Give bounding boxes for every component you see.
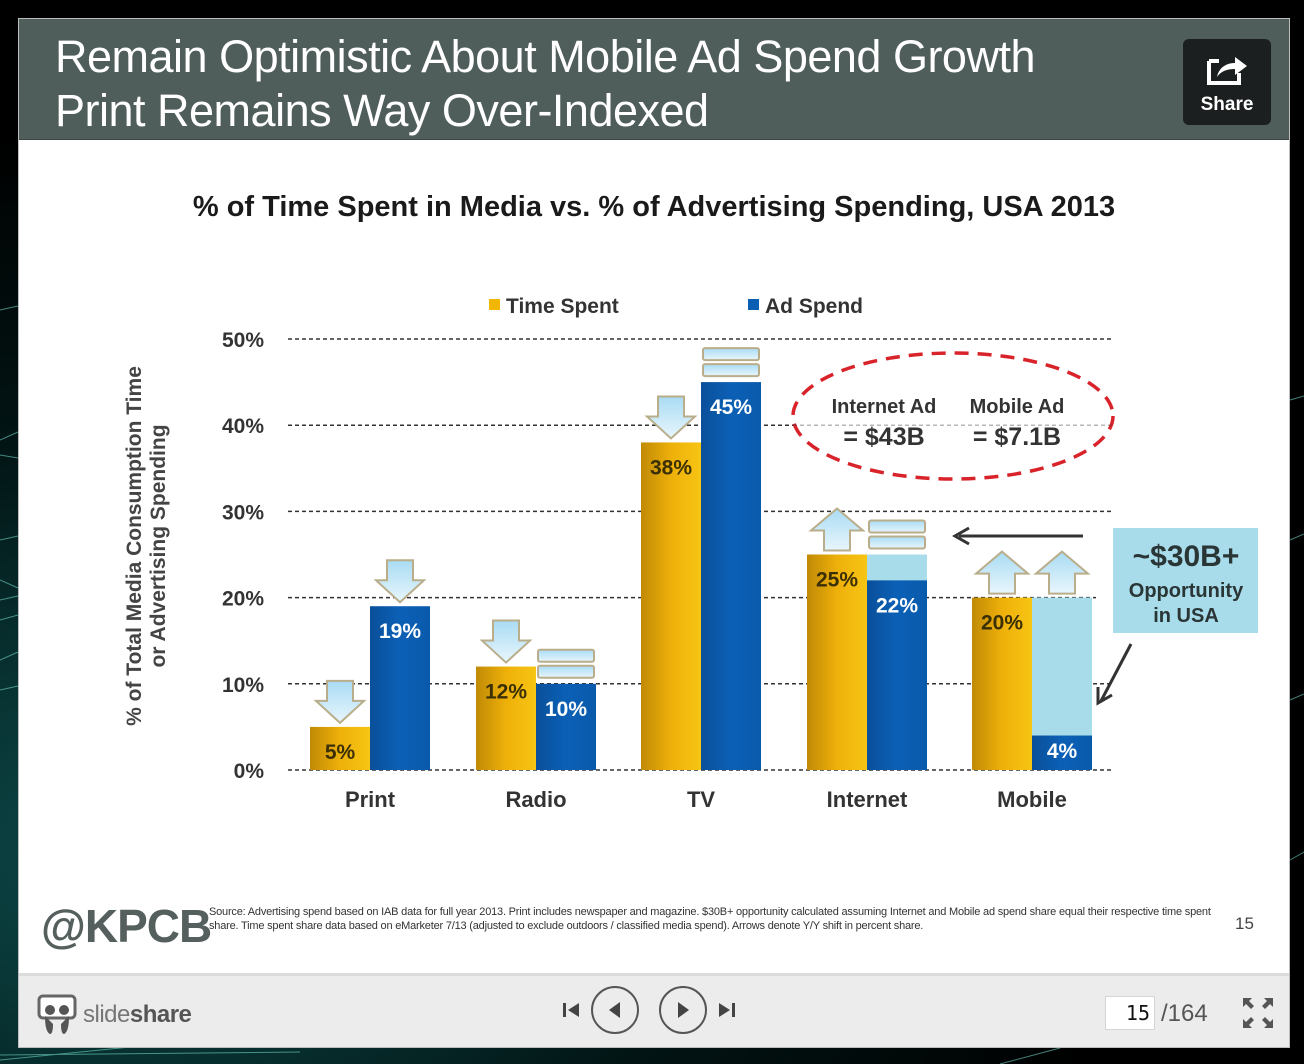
legend-label-ad-spend: Ad Spend xyxy=(765,295,863,318)
time-spent-yoy-down-arrow-icon xyxy=(644,395,698,440)
y-tick-label: 40% xyxy=(222,415,264,438)
x-tick-label-print: Print xyxy=(345,787,396,812)
time-spent-label-tv: 38% xyxy=(650,456,692,479)
share-icon xyxy=(1207,57,1247,85)
time-spent-yoy-down-arrow-icon xyxy=(313,679,367,725)
ad-spend-label-tv: 45% xyxy=(710,396,752,419)
time-spent-label-print: 5% xyxy=(325,741,356,764)
x-tick-label-tv: TV xyxy=(687,787,715,812)
ad-spend-yoy-flat-arrow-icon xyxy=(868,535,926,550)
ad-spend-yoy-flat-arrow-icon xyxy=(537,648,595,663)
time-spent-bar-mobile xyxy=(972,597,1032,770)
wordmark-bold: share xyxy=(129,1001,192,1028)
x-tick-label-radio: Radio xyxy=(505,787,566,812)
y-tick-label: 50% xyxy=(222,329,264,352)
callout-pointer-left-arrowhead-icon xyxy=(951,526,970,546)
slide-navigation xyxy=(559,986,739,1034)
ad-spend-yoy-up-arrow-icon xyxy=(1033,550,1091,595)
callout-line-2: Opportunity xyxy=(1129,580,1244,602)
ad-spend-yoy-flat-arrow-icon xyxy=(868,519,926,534)
ad-spend-bar-radio xyxy=(536,683,596,770)
annotation-internet-ad-value: = $43B xyxy=(843,423,924,451)
next-slide-button[interactable] xyxy=(659,986,707,1034)
y-tick-label: 0% xyxy=(234,760,265,783)
y-tick-label: 20% xyxy=(222,588,264,611)
share-label: Share xyxy=(1200,94,1254,115)
y-axis-title: % of Total Media Consumption Timeor Adve… xyxy=(123,366,170,726)
ad-spend-label-print: 19% xyxy=(379,620,421,643)
slideshare-logo[interactable]: slideshare xyxy=(37,994,192,1036)
ad-spend-yoy-down-arrow-icon xyxy=(373,559,427,604)
ad-spend-yoy-flat-arrow-icon xyxy=(702,363,760,378)
share-button[interactable]: Share xyxy=(1183,39,1271,125)
last-slide-button[interactable] xyxy=(715,998,739,1022)
viewer-toolbar: slideshare xyxy=(19,973,1289,1047)
slideshare-wordmark: slideshare xyxy=(83,1001,192,1029)
time-spent-yoy-down-arrow-icon xyxy=(479,619,533,664)
annotation-mobile-ad-value: = $7.1B xyxy=(973,423,1061,451)
ad-spend-label-internet: 22% xyxy=(876,594,918,617)
time-spent-yoy-up-arrow-icon xyxy=(973,550,1031,595)
slide-title-line-2: Print Remains Way Over-Indexed xyxy=(55,85,709,136)
time-spent-yoy-up-arrow-icon xyxy=(808,507,866,552)
legend-label-time-spent: Time Spent xyxy=(506,295,619,318)
skip-first-icon xyxy=(563,1003,579,1017)
ad-spend-bar-tv xyxy=(701,382,761,770)
y-tick-label: 10% xyxy=(222,674,264,697)
callout-amount: ~$30B+ xyxy=(1133,540,1240,573)
fullscreen-button[interactable] xyxy=(1241,996,1275,1035)
slide-title-bar: Remain Optimistic About Mobile Ad Spend … xyxy=(19,19,1289,140)
fullscreen-icon xyxy=(1243,998,1273,1028)
previous-icon xyxy=(609,1002,620,1018)
ad-spend-yoy-flat-arrow-icon xyxy=(702,347,760,362)
ad-spend-bar-internet xyxy=(867,580,927,770)
slide-title-line-1: Remain Optimistic About Mobile Ad Spend … xyxy=(55,31,1036,82)
bar-chart: 0% 10% 20% 30% 40% 50% % of Total Media Consum… xyxy=(123,295,1258,812)
time-spent-label-internet: 25% xyxy=(816,569,858,592)
legend-swatch-time-spent xyxy=(489,299,500,310)
opportunity-callout-box xyxy=(1113,528,1258,633)
wordmark-light: slide xyxy=(83,1001,130,1028)
callout-pointer-down-arrowhead-icon xyxy=(1096,687,1113,706)
ad-spend-label-mobile: 4% xyxy=(1047,740,1078,763)
source-note: Source: Advertising spend based on IAB d… xyxy=(209,906,1211,932)
page-total: /164 xyxy=(1161,1000,1208,1027)
time-spent-bar-internet xyxy=(807,554,867,770)
ad-spend-bar-mobile xyxy=(1032,735,1092,770)
time-spent-label-mobile: 20% xyxy=(981,612,1023,635)
time-spent-label-radio: 12% xyxy=(485,681,527,704)
time-spent-bar-tv xyxy=(641,442,701,770)
next-icon xyxy=(678,1002,689,1018)
time-spent-bar-radio xyxy=(476,666,536,770)
annotation-mobile-ad-label: Mobile Ad xyxy=(970,396,1065,418)
ad-spend-label-radio: 10% xyxy=(545,698,587,721)
page-number-input[interactable]: 15 xyxy=(1105,996,1155,1030)
slide-viewer: Remain Optimistic About Mobile Ad Spend … xyxy=(18,18,1290,1048)
x-tick-label-internet: Internet xyxy=(827,787,908,812)
ad-spend-bar-print xyxy=(370,606,430,770)
y-tick-label: 30% xyxy=(222,501,264,524)
annotation-oval xyxy=(791,351,1115,481)
time-spent-bar-print xyxy=(310,726,370,770)
ad-spend-yoy-flat-arrow-icon xyxy=(537,664,595,679)
skip-last-icon xyxy=(719,1003,735,1017)
callout-line-3: in USA xyxy=(1153,605,1219,627)
legend-swatch-ad-spend xyxy=(748,299,759,310)
x-tick-label-mobile: Mobile xyxy=(997,787,1067,812)
chart-title: % of Time Spent in Media vs. % of Advert… xyxy=(192,191,1116,223)
callout-pointer-down-arrow-icon xyxy=(1099,643,1133,702)
kpcb-logo: @KPCB xyxy=(41,900,212,952)
slideshare-icon xyxy=(37,994,77,1034)
annotation-internet-ad-label: Internet Ad xyxy=(832,396,937,418)
first-slide-button[interactable] xyxy=(559,998,583,1022)
previous-slide-button[interactable] xyxy=(591,986,639,1034)
slide-number: 15 xyxy=(1235,914,1254,933)
